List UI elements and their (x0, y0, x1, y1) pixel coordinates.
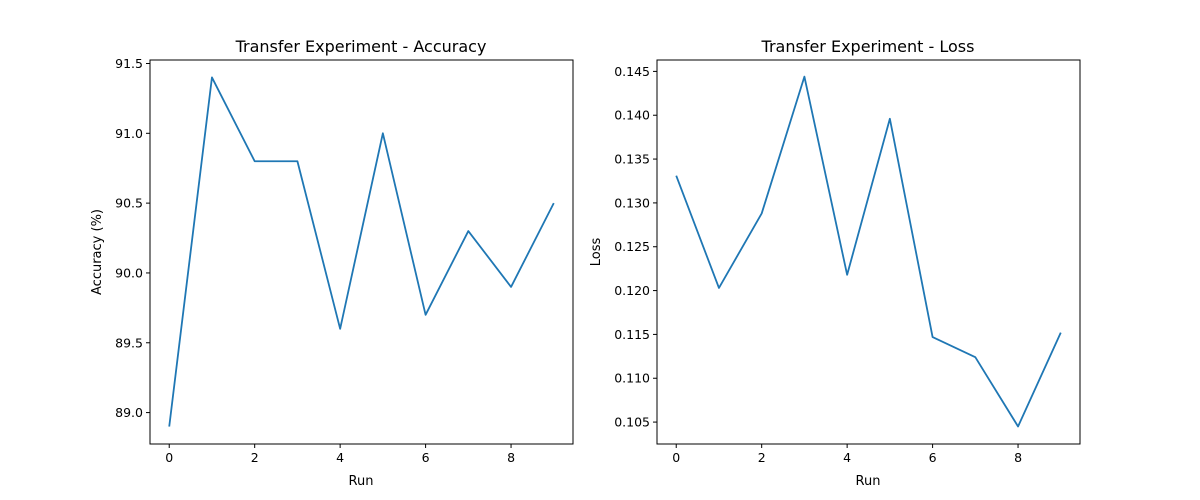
accuracy-chart-ytick-label: 91.0 (115, 126, 143, 141)
loss-chart-ytick-label: 0.130 (614, 195, 650, 210)
loss-chart-xtick-label: 0 (672, 450, 680, 465)
loss-chart: Transfer Experiment - Loss Run Loss 0 2 4 6… (589, 37, 1081, 489)
loss-chart-ytick-label: 0.120 (614, 283, 650, 298)
accuracy-chart-ytick-label: 91.5 (115, 56, 143, 71)
accuracy-chart-series-line (168, 76, 555, 427)
loss-chart-ylabel: Loss (589, 238, 604, 267)
loss-chart-series-line (675, 75, 1062, 428)
accuracy-chart-ytick-label: 90.5 (115, 196, 143, 211)
loss-chart-ytick-label: 0.115 (614, 327, 650, 342)
accuracy-chart-ytick-label: 90.0 (115, 265, 143, 280)
accuracy-chart-ytick-label: 89.5 (115, 335, 143, 350)
accuracy-chart-xlabel: Run (349, 474, 374, 489)
accuracy-chart-xtick-label: 2 (251, 450, 259, 465)
loss-chart-ytick-label: 0.105 (614, 415, 650, 430)
loss-chart-plot-frame (656, 59, 1081, 445)
accuracy-chart-ytick-label: 89.0 (115, 405, 143, 420)
accuracy-chart-title: Transfer Experiment - Accuracy (235, 37, 487, 56)
accuracy-chart-xtick-label: 4 (336, 450, 344, 465)
loss-chart-xtick-label: 4 (843, 450, 851, 465)
loss-chart-ytick-label: 0.140 (614, 108, 650, 123)
loss-chart-ytick-label: 0.145 (614, 64, 650, 79)
loss-chart-ytick-label: 0.135 (614, 152, 650, 167)
loss-chart-title: Transfer Experiment - Loss (761, 37, 975, 56)
loss-chart-xtick-label: 2 (758, 450, 766, 465)
accuracy-chart-xtick-label: 0 (165, 450, 173, 465)
loss-chart-xtick-label: 8 (1014, 450, 1022, 465)
accuracy-chart-plot-frame (149, 59, 574, 445)
loss-chart-ytick-label: 0.110 (614, 371, 650, 386)
accuracy-chart-xtick-label: 6 (422, 450, 430, 465)
accuracy-chart: Transfer Experiment - Accuracy Run Accur… (90, 37, 574, 489)
loss-chart-xlabel: Run (856, 474, 881, 489)
loss-chart-ytick-label: 0.125 (614, 239, 650, 254)
loss-chart-xtick-label: 6 (929, 450, 937, 465)
accuracy-chart-xtick-label: 8 (507, 450, 515, 465)
accuracy-chart-ylabel: Accuracy (%) (90, 209, 105, 295)
